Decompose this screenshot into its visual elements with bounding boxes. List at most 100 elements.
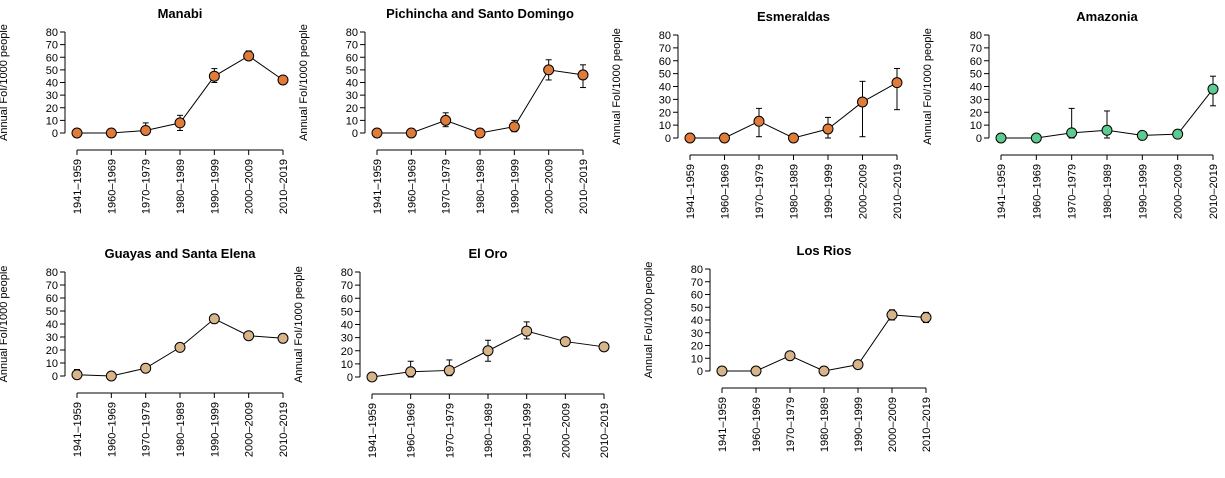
x-tick-label: 1941–1959 xyxy=(72,159,84,214)
y-tick-label: 50 xyxy=(346,65,358,77)
x-tick-label: 1960–1969 xyxy=(406,403,418,458)
x-tick-label: 1970–1979 xyxy=(785,397,797,452)
x-tick-label: 2010–2019 xyxy=(278,402,290,457)
chart-panel: Pichincha and Santo Domingo 0102030405060… xyxy=(298,6,590,214)
x-tick-label: 1970–1979 xyxy=(444,403,456,458)
x-tick-label: 1980–1989 xyxy=(483,403,495,458)
y-tick-label: 20 xyxy=(46,103,58,115)
y-tick-label: 10 xyxy=(46,115,58,127)
error-bar xyxy=(894,67,900,111)
data-point xyxy=(1207,83,1219,95)
x-tick-label: 1960–1969 xyxy=(751,397,763,452)
x-tick-label: 1941–1959 xyxy=(72,402,84,457)
data-point xyxy=(474,127,486,139)
x-tick-label: 1960–1969 xyxy=(720,164,732,219)
y-tick-label: 10 xyxy=(691,353,703,365)
series-line xyxy=(722,314,927,372)
y-tick-label: 50 xyxy=(46,65,58,77)
y-tick-label: 70 xyxy=(659,43,671,55)
chart-title: El Oro xyxy=(468,246,507,261)
x-tick-label: 1941–1959 xyxy=(685,164,697,219)
data-point xyxy=(277,332,289,344)
x-tick-label: 2000–2009 xyxy=(887,397,899,452)
y-axis-label: Annual FoI/1000 people xyxy=(611,28,623,145)
data-point xyxy=(784,350,796,362)
y-tick-label: 40 xyxy=(341,320,353,332)
y-axis-label: Annual FoI/1000 people xyxy=(643,262,655,379)
x-tick-label: 2000–2009 xyxy=(1173,164,1185,219)
y-axis-label: Annual FoI/1000 people xyxy=(293,266,305,383)
x-tick-label: 1980–1989 xyxy=(789,164,801,219)
y-tick-label: 30 xyxy=(46,332,58,344)
y-tick-label: 70 xyxy=(46,280,58,292)
data-point xyxy=(857,96,868,108)
data-point xyxy=(277,74,289,86)
y-axis-label: Annual FoI/1000 people xyxy=(0,24,10,141)
x-tick-label: 1990–1999 xyxy=(823,164,835,219)
y-tick-label: 40 xyxy=(46,78,58,90)
data-point xyxy=(852,359,864,371)
data-point xyxy=(1030,132,1042,144)
x-tick-label: 2000–2009 xyxy=(858,164,870,219)
data-point xyxy=(1066,127,1078,139)
y-axis-label: Annual FoI/1000 people xyxy=(922,28,934,145)
data-point xyxy=(208,70,220,82)
x-tick-label: 2010–2019 xyxy=(921,397,933,452)
y-tick-label: 70 xyxy=(970,43,982,55)
x-tick-label: 1990–1999 xyxy=(522,403,534,458)
data-point xyxy=(788,132,799,144)
data-point xyxy=(891,77,903,89)
x-tick-label: 2010–2019 xyxy=(892,164,904,219)
chart-title: Amazonia xyxy=(1076,9,1138,24)
data-point xyxy=(105,370,117,382)
data-point xyxy=(521,325,533,337)
data-point xyxy=(405,366,417,378)
data-point xyxy=(140,124,152,136)
y-tick-label: 80 xyxy=(341,267,353,279)
chart-title: Los Rios xyxy=(797,243,852,258)
x-tick-label: 2000–2009 xyxy=(560,403,572,458)
y-tick-label: 0 xyxy=(352,128,358,140)
data-point xyxy=(71,127,83,139)
x-tick-label: 1980–1989 xyxy=(175,159,187,214)
x-tick-label: 1941–1959 xyxy=(367,403,379,458)
x-tick-label: 2010–2019 xyxy=(578,159,590,214)
data-point xyxy=(598,341,610,353)
data-point xyxy=(577,69,589,81)
x-tick-label: 1990–1999 xyxy=(209,402,221,457)
x-tick-label: 1970–1979 xyxy=(1067,164,1079,219)
x-tick-label: 2000–2009 xyxy=(544,159,556,214)
data-point xyxy=(543,64,555,76)
y-tick-label: 60 xyxy=(46,52,58,64)
y-tick-label: 10 xyxy=(46,358,58,370)
data-point xyxy=(1172,128,1184,140)
data-point xyxy=(140,362,152,374)
y-tick-label: 0 xyxy=(976,133,982,145)
chart-title: Esmeraldas xyxy=(757,9,830,24)
x-tick-label: 1960–1969 xyxy=(1031,164,1043,219)
y-tick-label: 0 xyxy=(697,366,703,378)
x-tick-label: 1970–1979 xyxy=(754,164,766,219)
data-point xyxy=(750,365,762,377)
x-tick-label: 1990–1999 xyxy=(1137,164,1149,219)
x-tick-label: 1980–1989 xyxy=(475,159,487,214)
data-point xyxy=(1101,124,1113,136)
error-bar xyxy=(859,80,866,138)
data-point xyxy=(559,336,571,348)
y-tick-label: 60 xyxy=(341,293,353,305)
y-tick-label: 80 xyxy=(659,30,671,42)
y-tick-label: 60 xyxy=(691,290,703,302)
data-point xyxy=(822,123,834,135)
y-tick-label: 0 xyxy=(52,371,58,383)
y-axis-label: Annual FoI/1000 people xyxy=(298,24,310,141)
x-tick-label: 1960–1969 xyxy=(106,402,118,457)
data-point xyxy=(920,311,932,323)
y-tick-label: 20 xyxy=(970,107,982,119)
y-tick-label: 20 xyxy=(691,341,703,353)
x-tick-label: 1941–1959 xyxy=(372,159,384,214)
data-point xyxy=(886,309,898,321)
y-tick-label: 50 xyxy=(970,69,982,81)
data-point xyxy=(440,114,452,126)
